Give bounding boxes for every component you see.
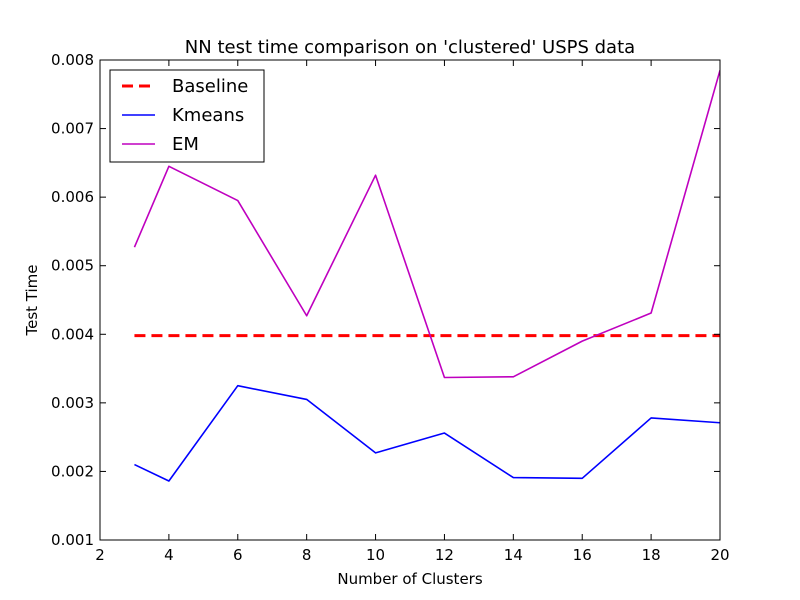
- y-tick-label: 0.001: [51, 531, 94, 549]
- legend-label-em: EM: [172, 134, 199, 155]
- plot-area: 2 4 6 8 10 12 14 16 18 20 0.001 0.002 0.003 0.004 0.00…: [51, 51, 730, 564]
- y-tick-label: 0.002: [51, 462, 94, 480]
- x-tick-label: 8: [302, 546, 312, 564]
- legend-label-baseline: Baseline: [172, 76, 248, 97]
- y-tick-label: 0.004: [51, 325, 94, 343]
- x-tick-label: 4: [164, 546, 174, 564]
- legend-box: [109, 69, 265, 163]
- x-tick-label: 10: [366, 546, 385, 564]
- series-line-kmeans: [134, 384, 720, 482]
- x-tick-label: 16: [573, 546, 592, 564]
- y-axis-label: Test Time: [23, 264, 41, 336]
- x-axis-label: Number of Clusters: [337, 570, 482, 588]
- x-tick-label: 2: [95, 546, 105, 564]
- chart-title: NN test time comparison on 'clustered' U…: [185, 37, 635, 58]
- y-tick-label: 0.008: [51, 51, 94, 69]
- x-tick-label: 6: [233, 546, 243, 564]
- y-tick-label: 0.007: [51, 120, 94, 138]
- x-tick-label: 20: [710, 546, 729, 564]
- x-tick-label: 18: [642, 546, 661, 564]
- legend-label-kmeans: Kmeans: [172, 105, 244, 126]
- x-tick-label: 14: [504, 546, 523, 564]
- y-tick-label: 0.005: [51, 257, 94, 275]
- series-line-em: [133, 70, 720, 379]
- y-tick-label: 0.006: [51, 188, 94, 206]
- series-group: [133, 70, 720, 482]
- y-tick-label: 0.003: [51, 394, 94, 412]
- plot-frame: [99, 59, 721, 541]
- x-tick-label: 12: [435, 546, 454, 564]
- legend: Baseline Kmeans EM: [109, 69, 265, 163]
